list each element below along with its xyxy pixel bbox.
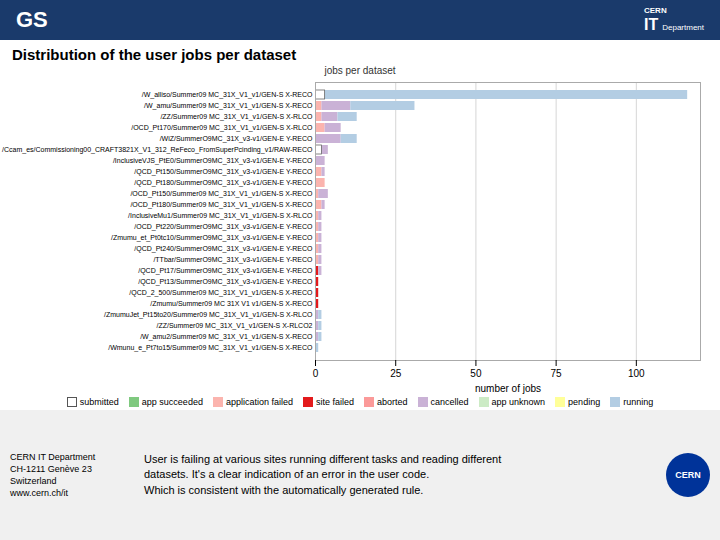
svg-text:/Wmunu_e_Pt7to15/Summer09 MC_3: /Wmunu_e_Pt7to15/Summer09 MC_31X_V1_v1/G…	[108, 344, 313, 352]
svg-text:/WiZ/SummerO9MC_31X_v3-v1/GEN-: /WiZ/SummerO9MC_31X_v3-v1/GEN-E Y-RECO	[160, 135, 313, 143]
html-text:pending: pending	[568, 397, 601, 407]
svg-text:/ZZ/Summer09 MC_31X_V1_v1/GEN-: /ZZ/Summer09 MC_31X_V1_v1/GEN-S X-RLCO	[160, 113, 313, 121]
html-text:GS: GS	[16, 7, 48, 32]
svg-text:50: 50	[470, 368, 482, 379]
svg-text:/QCD_Pt17/SummerO9MC_31X_v3-v1: /QCD_Pt17/SummerO9MC_31X_v3-v1/GEN-E Y-R…	[138, 267, 313, 275]
html-text:site failed: site failed	[316, 397, 354, 407]
svg-text:/Zmumu_et_Pt0tc10/SummerO9MC_3: /Zmumu_et_Pt0tc10/SummerO9MC_31X_v3-v1/G…	[111, 234, 313, 242]
html-text:CERN: CERN	[675, 470, 701, 480]
html-text:cancelled: cancelled	[430, 397, 469, 407]
svg-text:0: 0	[313, 368, 319, 379]
svg-text:/OCD_Pt150/Summer09 MC_31X_V1_: /OCD_Pt150/Summer09 MC_31X_V1_v1/GEN-S X…	[130, 190, 313, 198]
svg-text:/ZmumuJet_Pt15to20/Summer09 MC: /ZmumuJet_Pt15to20/Summer09 MC_31X_V1_v1…	[104, 311, 313, 319]
svg-text:number of jobs: number of jobs	[475, 383, 541, 394]
html-text:CH-1211 Genève 23: CH-1211 Genève 23	[10, 463, 92, 474]
svg-text:/W_alliso/Summer09 MC_31X_V1_v: /W_alliso/Summer09 MC_31X_V1_v1/GEN-S X-…	[142, 91, 313, 99]
html-text:jobs per dataset: jobs per dataset	[324, 65, 396, 76]
html-text:app unknown: app unknown	[491, 397, 546, 407]
html-text:datasets. It's a clear indicat: datasets. It's a clear indication of an …	[144, 468, 430, 481]
svg-text:/Ccam_es/Commissioning00_CRAFT: /Ccam_es/Commissioning00_CRAFT3821X_V1_3…	[2, 146, 313, 154]
html-text:www.cern.ch/it: www.cern.ch/it	[10, 488, 68, 499]
html-text:app succeeded: app succeeded	[141, 397, 203, 407]
html-text:Distribution of the user jobs: Distribution of the user jobs per datase…	[12, 46, 297, 63]
html-text:CERN: CERN	[644, 5, 667, 15]
html-text:application failed: application failed	[225, 397, 293, 407]
html-text:Which is consistent with the a: Which is consistent with the automatical…	[144, 483, 424, 496]
svg-text:100: 100	[628, 368, 645, 379]
svg-text:/QCD_2_500/Summer09 MC_31X_V1_: /QCD_2_500/Summer09 MC_31X_V1_v1/GEN-S X…	[129, 289, 313, 297]
html-text:IT Department: IT Department	[644, 15, 704, 33]
svg-text:/W_amu/Summer09 MC_31X_V1_v1/G: /W_amu/Summer09 MC_31X_V1_v1/GEN-S X-REC…	[144, 102, 313, 110]
html-text:CERN IT Department: CERN IT Department	[10, 451, 96, 462]
html-text:aborted: aborted	[377, 397, 408, 407]
svg-text:/TTbar/SummerO9MC_31X_v3-v1/GE: /TTbar/SummerO9MC_31X_v3-v1/GEN-E Y-RECO	[153, 256, 313, 264]
svg-text:/QCD_Pt240/SummerO9MC_31X_v3-v: /QCD_Pt240/SummerO9MC_31X_v3-v1/GEN-E Y-…	[134, 245, 313, 253]
svg-text:75: 75	[551, 368, 563, 379]
svg-text:/W_amu2/Summer09 MC_31X_V1_v1/: /W_amu2/Summer09 MC_31X_V1_v1/GEN-S X-RE…	[140, 333, 313, 341]
html-text:running: running	[623, 397, 654, 407]
svg-text:/Zmumu/Summer09 MC 31X V1 v1/G: /Zmumu/Summer09 MC 31X V1 v1/GEN-S X-REC…	[150, 300, 313, 307]
svg-text:/OCD_Pt220/SummerO9MC_31X_v3-v: /OCD_Pt220/SummerO9MC_31X_v3-v1/GEN-E Y-…	[134, 223, 313, 231]
html-text:User is failing at various sit: User is failing at various sites running…	[144, 452, 502, 465]
svg-text:/OCD_Pt180/Summer09 MC_31X_V1_: /OCD_Pt180/Summer09 MC_31X_V1_v1/GEN-S X…	[130, 201, 313, 209]
svg-text:25: 25	[390, 368, 402, 379]
svg-text:/QCD_Pt13/SummerO9MC_31X_v3-v1: /QCD_Pt13/SummerO9MC_31X_v3-v1/GEN-E Y-R…	[138, 278, 313, 286]
svg-text:/QCD_Pt180/SummerO9MC_31X_v3-v: /QCD_Pt180/SummerO9MC_31X_v3-v1/GEN-E Y-…	[134, 179, 313, 187]
svg-text:/InclusiveMu1/Summer09 MC_31X_: /InclusiveMu1/Summer09 MC_31X_V1_v1/GEN-…	[128, 212, 313, 220]
html-text:Switzerland: Switzerland	[10, 476, 57, 486]
svg-text:/ZZ/Summer09 MC_31X_V1_v1/GEN-: /ZZ/Summer09 MC_31X_V1_v1/GEN-S X-RLCO2	[157, 322, 313, 330]
svg-text:/OCD_Pt170/Summer09 MC_31X_V1_: /OCD_Pt170/Summer09 MC_31X_V1_v1/GEN-S X…	[131, 124, 313, 132]
svg-text:/InclusiveVJS_PtE0/SummerO9MC_: /InclusiveVJS_PtE0/SummerO9MC_31X_v3-v1/…	[113, 157, 313, 165]
svg-text:/QCD_Pt150/SummerO9MC_31X_v3-v: /QCD_Pt150/SummerO9MC_31X_v3-v1/GEN-E Y-…	[134, 168, 313, 176]
html-text:submitted: submitted	[79, 397, 119, 407]
